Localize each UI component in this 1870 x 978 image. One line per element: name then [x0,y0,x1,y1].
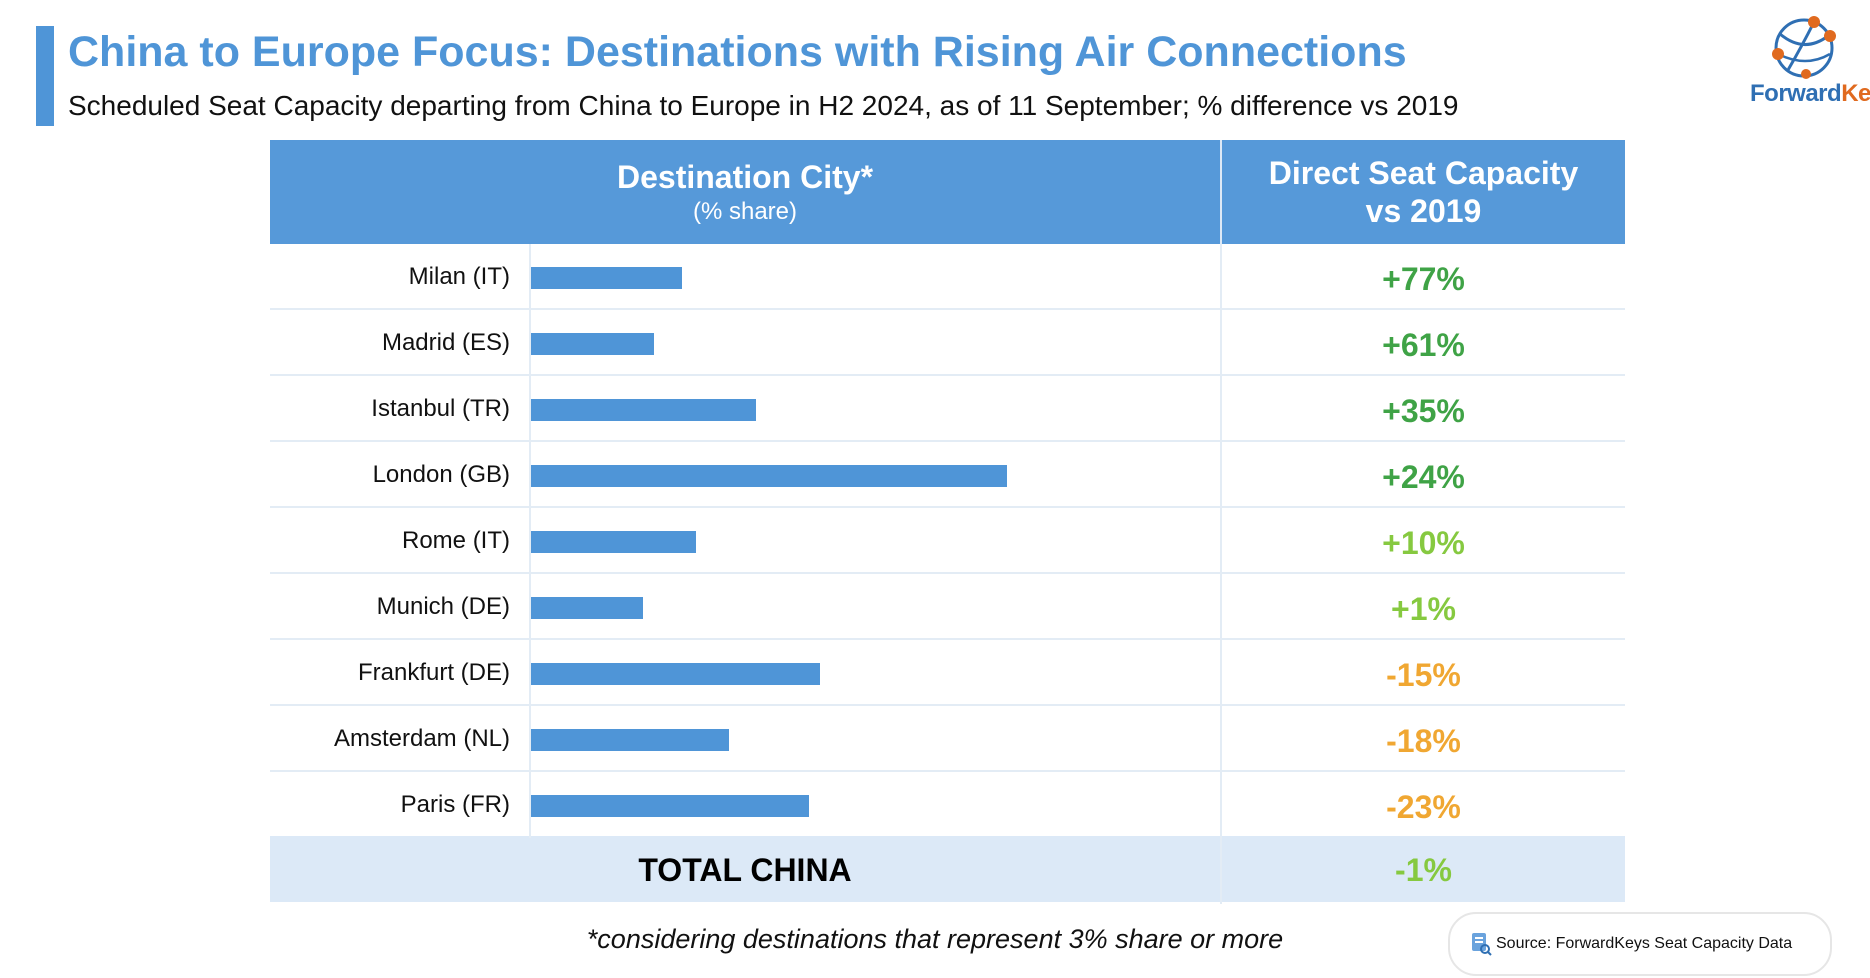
city-label: London (GB) [372,461,510,488]
share-bar-cell [530,244,1220,308]
table-row: Amsterdam (NL) -18% [270,706,1625,772]
footnote: *considering destinations that represent… [586,924,1284,954]
capacity-change-value: +77% [1382,261,1465,297]
capacity-change-value: -15% [1386,657,1461,693]
share-bar-cell [530,376,1220,440]
city-label: Amsterdam (NL) [333,725,510,752]
brand-logo-text: ForwardKeys [1750,80,1870,107]
table-row: Munich (DE) +1% [270,574,1625,640]
total-row: TOTAL CHINA -1% [270,836,1625,902]
city-label: Frankfurt (DE) [357,659,510,686]
capacity-change-value: +24% [1382,459,1465,495]
title-accent-bar [36,26,54,126]
table-row: Milan (IT) +77% [270,244,1625,310]
table-row: Frankfurt (DE) -15% [270,640,1625,706]
share-bar [530,267,682,289]
bar-axis-line [529,244,531,838]
city-label: Istanbul (TR) [371,395,510,422]
destination-header-label: Destination City* [616,158,874,195]
capacity-table: Destination City* (% share) Direct Seat … [270,140,1625,904]
source-label: Source: ForwardKeys Seat Capacity Data [1496,935,1793,952]
globe-network-icon [1772,16,1836,79]
table-row: Paris (FR) -23% [270,772,1625,836]
table-row: Rome (IT) +10% [270,508,1625,574]
city-label: Rome (IT) [402,527,510,554]
capacity-change-value: +35% [1382,393,1465,429]
share-bar-cell [530,508,1220,572]
header-divider [1220,140,1222,244]
capacity-change-value: -23% [1386,789,1461,825]
page-title: China to Europe Focus: Destinations with… [68,28,1407,76]
table-header: Destination City* (% share) Direct Seat … [270,140,1625,244]
share-bar-cell [530,574,1220,638]
share-bar [530,597,644,619]
share-bar [530,663,820,685]
column-divider [1220,244,1222,904]
page-subtitle: Scheduled Seat Capacity departing from C… [68,90,1459,121]
city-label: Munich (DE) [376,593,510,620]
share-bar-cell [530,706,1220,770]
total-value: -1% [1395,852,1452,888]
capacity-header-line2: vs 2019 [1365,193,1482,229]
capacity-column-header: Direct Seat Capacity vs 2019 [1222,140,1625,244]
city-label: Paris (FR) [400,791,510,818]
capacity-change-value: +1% [1391,591,1456,627]
city-label: Milan (IT) [408,263,510,290]
share-bar-cell [530,772,1220,836]
source-badge: Source: ForwardKeys Seat Capacity Data [1448,912,1832,976]
table-row: Madrid (ES) +61% [270,310,1625,376]
capacity-header-line1: Direct Seat Capacity [1268,155,1579,191]
share-bar-cell [530,442,1220,506]
table-row: Istanbul (TR) +35% [270,376,1625,442]
capacity-change-value: +61% [1382,327,1465,363]
total-label: TOTAL CHINA [638,852,852,888]
share-bar [530,399,757,421]
share-bar [530,531,696,553]
share-bar [530,465,1008,487]
document-search-icon [1472,933,1492,956]
table-row: London (GB) +24% [270,442,1625,508]
share-bar [530,333,655,355]
capacity-change-value: +10% [1382,525,1465,561]
destination-column-header: Destination City* (% share) [270,140,1220,244]
share-bar-cell [530,310,1220,374]
table-body: Milan (IT) +77% Madrid (ES) +61% Istanbul (T… [270,244,1625,836]
share-bar [530,729,729,751]
share-bar [530,795,809,817]
city-label: Madrid (ES) [381,329,510,356]
destination-header-sublabel: (% share) [692,197,798,225]
capacity-change-value: -18% [1386,723,1461,759]
share-bar-cell [530,640,1220,704]
